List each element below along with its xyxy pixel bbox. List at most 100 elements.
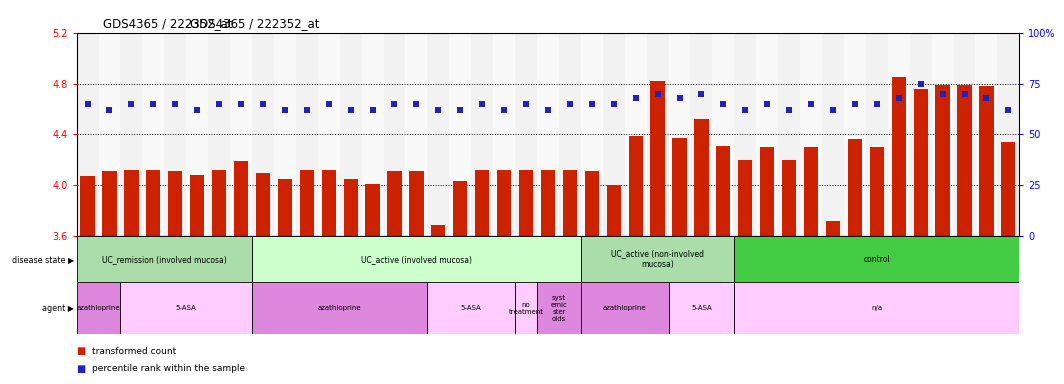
Bar: [519, 170, 533, 236]
Bar: [691, 33, 713, 236]
Bar: [493, 33, 515, 236]
Point: [891, 95, 908, 101]
Text: 5-ASA: 5-ASA: [176, 305, 197, 311]
Bar: [672, 138, 686, 236]
Bar: [910, 33, 932, 236]
Point: [868, 101, 885, 107]
Bar: [734, 236, 1019, 282]
Bar: [760, 147, 775, 236]
Point: [781, 107, 798, 113]
Bar: [515, 282, 537, 334]
Bar: [1001, 142, 1015, 236]
Bar: [77, 236, 252, 282]
Bar: [581, 282, 668, 334]
Point: [211, 101, 228, 107]
Text: transformed count: transformed count: [92, 347, 176, 356]
Bar: [383, 33, 405, 236]
Text: UC_remission (involved mucosa): UC_remission (involved mucosa): [102, 255, 227, 264]
Bar: [914, 89, 928, 236]
Bar: [252, 236, 581, 282]
Bar: [365, 184, 380, 236]
Bar: [541, 170, 555, 236]
Point: [605, 101, 622, 107]
Point: [452, 107, 469, 113]
Bar: [362, 33, 383, 236]
Bar: [475, 170, 489, 236]
Point: [736, 107, 753, 113]
Bar: [668, 33, 691, 236]
Bar: [625, 33, 647, 236]
Point: [101, 107, 118, 113]
Point: [825, 107, 842, 113]
Point: [671, 95, 688, 101]
Bar: [453, 182, 467, 236]
Bar: [782, 160, 796, 236]
Bar: [252, 282, 428, 334]
Text: GDS4365 / 222352_at: GDS4365 / 222352_at: [189, 17, 319, 30]
Text: n/a: n/a: [871, 305, 882, 311]
Point: [320, 101, 337, 107]
Bar: [278, 179, 292, 236]
Bar: [164, 33, 186, 236]
Bar: [585, 171, 599, 236]
Bar: [537, 282, 581, 334]
Point: [583, 101, 600, 107]
Bar: [695, 119, 709, 236]
Bar: [606, 185, 621, 236]
Bar: [321, 170, 336, 236]
Bar: [431, 225, 446, 236]
Text: UC_active (non-involved
mucosa): UC_active (non-involved mucosa): [611, 250, 704, 269]
Text: azathioprine: azathioprine: [318, 305, 362, 311]
Point: [1000, 107, 1017, 113]
Point: [934, 91, 951, 97]
Point: [233, 101, 250, 107]
Bar: [120, 33, 143, 236]
Bar: [979, 86, 994, 236]
Bar: [339, 33, 362, 236]
Bar: [120, 282, 252, 334]
Bar: [428, 282, 515, 334]
Bar: [497, 170, 511, 236]
Bar: [387, 171, 401, 236]
Bar: [647, 33, 668, 236]
Bar: [953, 33, 976, 236]
Bar: [537, 33, 559, 236]
Bar: [800, 33, 822, 236]
Point: [978, 95, 995, 101]
Text: ■: ■: [77, 364, 86, 374]
Bar: [209, 33, 230, 236]
Point: [846, 101, 863, 107]
Bar: [668, 282, 734, 334]
Bar: [449, 33, 471, 236]
Bar: [822, 33, 844, 236]
Bar: [734, 282, 1019, 334]
Bar: [77, 33, 99, 236]
Point: [430, 107, 447, 113]
Bar: [716, 146, 731, 236]
Text: control: control: [863, 255, 891, 264]
Point: [539, 107, 556, 113]
Point: [298, 107, 315, 113]
Bar: [869, 147, 884, 236]
Bar: [738, 160, 752, 236]
Bar: [296, 33, 318, 236]
Bar: [99, 33, 120, 236]
Bar: [190, 175, 204, 236]
Point: [562, 101, 579, 107]
Text: 5-ASA: 5-ASA: [691, 305, 712, 311]
Bar: [778, 33, 800, 236]
Bar: [997, 33, 1019, 236]
Point: [343, 107, 360, 113]
Bar: [976, 33, 997, 236]
Bar: [603, 33, 625, 236]
Point: [364, 107, 381, 113]
Bar: [581, 33, 603, 236]
Point: [145, 101, 162, 107]
Bar: [826, 221, 841, 236]
Bar: [866, 33, 887, 236]
Bar: [559, 33, 581, 236]
Point: [188, 107, 205, 113]
Bar: [230, 33, 252, 236]
Bar: [887, 33, 910, 236]
Bar: [629, 136, 643, 236]
